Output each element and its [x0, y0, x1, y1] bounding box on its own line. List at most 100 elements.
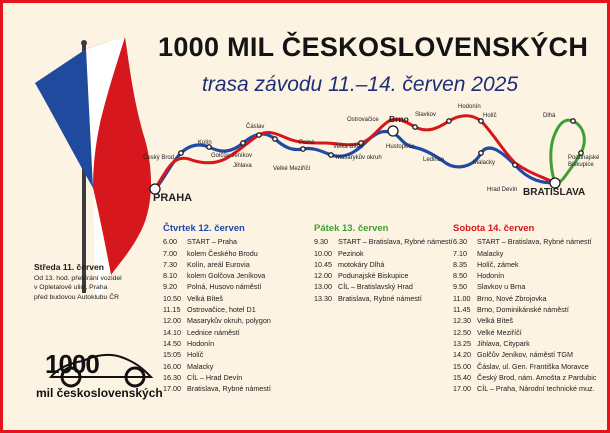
schedule-row: 10.00 Pezinok	[314, 248, 453, 259]
day-heading: Čtvrtek 12. červen	[163, 223, 245, 234]
page-subtitle: trasa závodu 11.–14. červen 2025	[202, 73, 518, 96]
schedule-row: 9.20 Polná, Husovo náměstí	[163, 281, 271, 292]
schedule-time: 8.35	[453, 259, 467, 269]
schedule-row: 7.00 kolem Českého Brodu	[163, 248, 271, 259]
city-label-praha: PRAHA	[153, 192, 193, 204]
schedule-event: CÍL – Bratislavský Hrad	[338, 282, 413, 292]
schedule-time: 11.00	[453, 293, 471, 303]
schedule-row: 8.50 Hodonín	[453, 270, 596, 281]
schedule-time: 9.30	[314, 237, 328, 247]
schedule-row: 14.10 Lednice náměstí	[163, 327, 271, 338]
schedule-time: 15.40	[453, 372, 471, 382]
schedule-time: 10.50	[163, 293, 181, 303]
wednesday-line: před budovou Autoklubu ČR	[34, 293, 120, 301]
schedule-row: 12.50 Velké Meziříčí	[453, 327, 596, 338]
city-label-kolin: Kolín	[198, 140, 212, 146]
city-label-podunajske: Podunajské Biskupice	[568, 155, 600, 168]
schedule-row: 16.30 CÍL – Hrad Devín	[163, 372, 271, 383]
schedule-row: 12.00 Masarykův okruh, polygon	[163, 315, 271, 326]
schedule-row: 13.25 Jihlava, Citypark	[453, 338, 596, 349]
schedule-row: 12.00 Podunajské Biskupice	[314, 270, 453, 281]
city-label-cesky-brod: Český Brod	[143, 155, 175, 161]
schedule-row: 15.40 Český Brod, nám. Arnošta z Pardubic	[453, 372, 596, 383]
schedule-time: 13.00	[314, 282, 332, 292]
schedule-time: 12.00	[163, 316, 181, 326]
schedule-time: 15.00	[453, 361, 471, 371]
day-heading: Pátek 13. červen	[314, 223, 389, 234]
schedule-event: CÍL – Praha, Národní technické muz.	[477, 384, 595, 394]
schedule-row: 17.00 CÍL – Praha, Národní technické muz.	[453, 383, 596, 394]
schedule-time: 11.45	[453, 305, 471, 315]
schedule-event: Holíč, zámek	[477, 259, 519, 269]
logo-number: 1000	[45, 349, 100, 379]
schedule-time: 9.50	[453, 282, 467, 292]
czechoslovak-flag	[35, 37, 151, 299]
schedule-event: Golčův Jeníkov, náměstí TGM	[477, 350, 573, 360]
schedule-row: 11.00 Brno, Nové Zbrojovka	[453, 293, 596, 304]
city-label-brno: Brno	[389, 114, 409, 124]
city-label-hodonin: Hodonín	[458, 104, 481, 110]
schedule-event: CÍL – Hrad Devín	[187, 372, 243, 382]
schedule-event: Bratislava, Rybné námestí	[338, 293, 422, 303]
schedule-event: Polná, Husovo náměstí	[187, 282, 262, 292]
schedule-row: 10.50 Velká Bíteš	[163, 293, 271, 304]
schedule-row: 12.30 Velká Bíteš	[453, 315, 596, 326]
schedule-event: Jihlava, Citypark	[477, 338, 530, 348]
wednesday-line: Od 13. hod. přebírání vozidel	[34, 274, 122, 282]
wednesday-heading: Středa 11. červen	[34, 262, 104, 272]
schedule-row: 10.45 motokáry Dlhá	[314, 259, 453, 270]
schedule-event: Brno, Nové Zbrojovka	[477, 293, 547, 303]
schedule-event: Malacky	[477, 248, 504, 258]
schedule-time: 14.50	[163, 338, 181, 348]
schedule-event: Velké Meziříčí	[477, 327, 522, 337]
schedule-time: 15:05	[163, 350, 181, 360]
schedule-event: Bratislava, Rybné námestí	[187, 384, 271, 394]
schedule-event: Brno, Dominikánské náměstí	[477, 305, 569, 315]
schedule-row: 6.30 START – Bratislava, Rybné námestí	[453, 236, 596, 247]
schedule-event: START – Bratislava, Rybné námestí	[338, 237, 453, 247]
schedule-time: 17.00	[453, 384, 471, 394]
city-label-golcuv-jenikov: Golčův Jeníkov	[211, 153, 253, 159]
schedule-event: Velká Bíteš	[477, 316, 513, 326]
city-label-caslav: Čáslav	[246, 124, 265, 130]
schedule-time: 16.00	[163, 361, 181, 371]
schedule-row: 17.00 Bratislava, Rybné námestí	[163, 383, 271, 394]
schedule-time: 9.20	[163, 282, 177, 292]
schedule-time: 7.00	[163, 248, 177, 258]
route-day3	[153, 114, 557, 191]
schedule-event: Čáslav, ul. Gen. Františka Moravce	[477, 361, 589, 371]
page-title: 1000 MIL ČESKOSLOVENSKÝCH	[158, 32, 589, 62]
schedule-event: Malacky	[187, 361, 214, 371]
flagpole-knob	[81, 40, 87, 46]
map-artwork	[35, 37, 586, 299]
schedule-time: 13.30	[314, 293, 332, 303]
schedule-row: 9.30 START – Bratislava, Rybné námestí	[314, 236, 453, 247]
route-day2	[549, 118, 586, 186]
vintage-car-logo-icon	[48, 353, 154, 388]
schedule-event: kolem Golčova Jeníkova	[187, 271, 266, 281]
schedule-row: 13.30 Bratislava, Rybné námestí	[314, 293, 453, 304]
schedule-event: START – Bratislava, Rybné námestí	[477, 237, 592, 247]
route-day1	[153, 129, 557, 191]
city-label-polna: Polná	[299, 140, 315, 146]
schedule-row: 8.10 kolem Golčova Jeníkova	[163, 270, 271, 281]
schedule-row: 7.10 Malacky	[453, 248, 596, 259]
schedule-event: Kolín, areál Eurovia	[187, 259, 250, 269]
city-label-holic: Holíč	[483, 113, 497, 119]
schedule-time: 11.15	[163, 305, 181, 315]
schedule-thursday: Čtvrtek 12. červen 6.00 START – Praha 7.00…	[163, 223, 271, 394]
schedule-event: Hodonín	[187, 338, 215, 348]
schedule-time: 14.20	[453, 350, 471, 360]
city-label-velka-bites: Velká Bíteš	[333, 144, 364, 150]
schedule-row: 11.45 Brno, Dominikánské náměstí	[453, 304, 596, 315]
schedule-time: 12.00	[314, 271, 332, 281]
wednesday-line: v Opletalově ulici, Praha	[34, 284, 108, 291]
logo-text: mil československých	[36, 386, 163, 400]
city-label-dlha: Dlhá	[543, 113, 556, 119]
schedule-time: 12.50	[453, 327, 471, 337]
city-label-hrad-devin: Hrad Devín	[487, 187, 518, 193]
schedule-time: 16.30	[163, 372, 181, 382]
schedule-time: 12.30	[453, 316, 471, 326]
schedule-row: 15:05 Holíč	[163, 349, 271, 360]
city-label-hustopece: Hustopeče	[386, 144, 415, 150]
